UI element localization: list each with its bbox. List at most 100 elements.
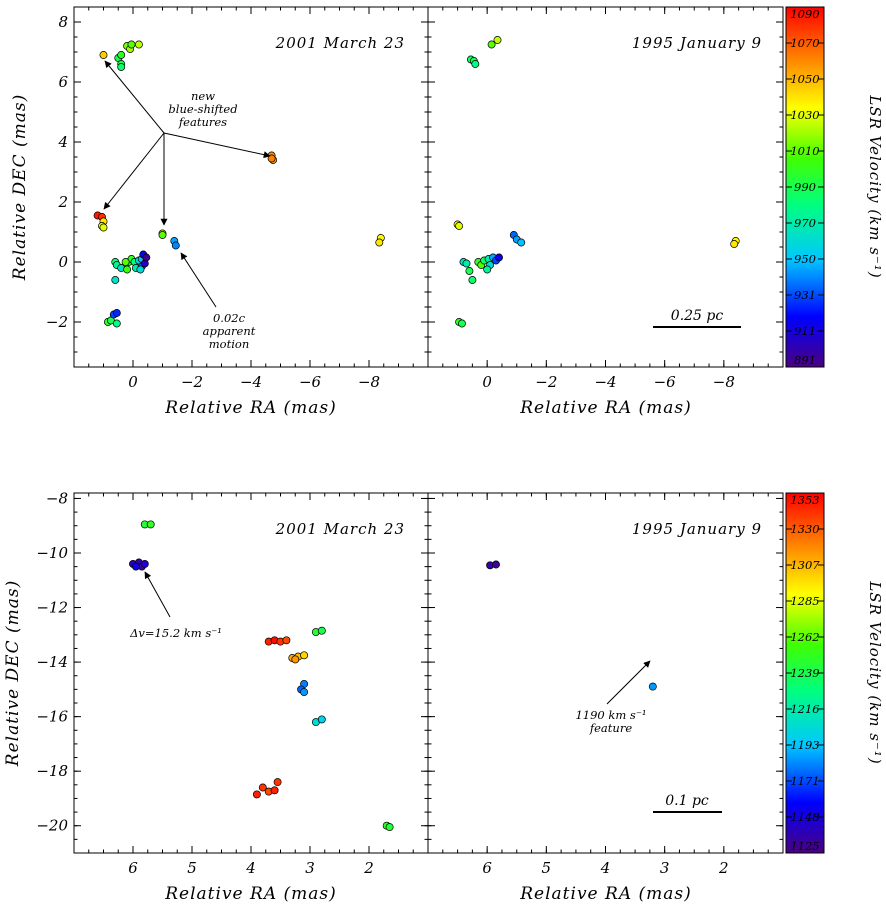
y-tick-label: −8: [46, 489, 68, 507]
colorbar-tick-label: 1239: [790, 666, 819, 680]
x-tick-label: −2: [535, 373, 557, 391]
data-point: [483, 265, 492, 274]
colorbar-tick-label: 1193: [790, 738, 819, 752]
y-tick-label: 8: [58, 13, 68, 31]
x-tick-label: −4: [594, 373, 616, 391]
annotation-line: motion: [209, 337, 249, 351]
data-point: [171, 241, 180, 250]
axis-ticks: 6 5 4 3 2 −20 −18 −16 −14 −12 −10 −8: [36, 489, 429, 877]
panel-bottom-right: 1995 January 9 6 5 4 3 2 Relative RA (mas) 1…: [427, 492, 784, 904]
annotation-line: Δv=15.2 km s⁻¹: [129, 626, 222, 640]
panel-top-left: 2001 March 23 0 −2 −4 −6 −8 −2 0 2 4 6 8 Relative …: [10, 6, 429, 418]
annotation-arrow: [180, 252, 217, 308]
annotation-arrow: [103, 132, 165, 210]
data-point: [127, 40, 136, 49]
annotation-arrow: [104, 60, 165, 134]
plot-frame: [427, 492, 784, 854]
colorbar-tick-label: 1171: [790, 774, 819, 788]
colorbar-tick-label: 1285: [790, 594, 819, 608]
annotation-line: features: [178, 115, 227, 129]
scatter-points: [486, 560, 657, 691]
scatter-points: [93, 40, 385, 328]
colorbar-tick-label: 1090: [790, 7, 819, 21]
panel-bottom-left: 2001 March 23 6 5 4 3 2−20−18−16−14−12−10−8 …: [3, 489, 429, 904]
scatter-points: [129, 520, 394, 832]
data-point: [142, 253, 151, 262]
data-point: [648, 682, 657, 691]
annotation-line: new: [191, 89, 215, 103]
data-point: [123, 265, 132, 274]
colorbar-tick-label: 970: [794, 216, 816, 230]
data-point: [375, 238, 384, 247]
data-point: [136, 265, 145, 274]
axis-ticks: 6 5 4 3 2: [427, 493, 784, 877]
plot-frame: [73, 492, 429, 854]
x-tick-label: 4: [600, 859, 611, 877]
data-point: [317, 715, 326, 724]
panel-date-label: 2001 March 23: [275, 34, 405, 52]
colorbar-tick-label: 911: [794, 324, 816, 338]
colorbar-title: LSR Velocity (km s⁻¹): [866, 94, 884, 278]
data-point: [158, 231, 167, 239]
data-point: [492, 560, 500, 569]
y-tick-label: −14: [36, 653, 68, 671]
panel-date-label: 2001 March 23: [275, 520, 405, 538]
scale-bar-label: 0.25 pc: [671, 308, 724, 324]
x-axis-title: Relative RA (mas): [519, 884, 692, 904]
annotation-line: 0.02c: [213, 311, 246, 325]
data-point: [455, 222, 464, 230]
annotation-line: blue-shifted: [168, 102, 237, 116]
x-tick-label: 2: [718, 859, 729, 877]
x-tick-label: 4: [245, 859, 256, 877]
data-point: [385, 823, 394, 832]
data-point: [112, 309, 121, 317]
axis-ticks: 0 −2 −4 −6 −8: [427, 6, 784, 391]
data-point: [270, 786, 279, 795]
data-point: [300, 651, 309, 660]
x-tick-label: 0: [128, 373, 138, 391]
y-tick-label: −16: [36, 708, 68, 726]
y-tick-label: −20: [36, 817, 68, 835]
data-point: [487, 40, 496, 49]
y-tick-label: −12: [36, 599, 68, 617]
colorbar-tick-label: 931: [794, 288, 816, 302]
data-point: [465, 267, 474, 275]
annotation-line: apparent: [203, 324, 256, 338]
data-point: [258, 783, 267, 792]
annotation-arrow: [144, 571, 171, 618]
data-point: [273, 778, 282, 787]
data-point: [131, 562, 140, 571]
x-tick-label: −4: [240, 373, 262, 391]
data-point: [252, 790, 261, 799]
colorbar-tick-label: 1050: [790, 72, 819, 86]
x-tick-label: 6: [482, 859, 492, 877]
data-point: [121, 258, 130, 266]
data-point: [117, 51, 126, 59]
data-point: [140, 559, 149, 568]
annotation-arrow: [606, 660, 651, 705]
colorbar-tick-label: 1125: [790, 839, 819, 853]
colorbar-tick-label: 1353: [790, 493, 819, 507]
data-point: [282, 636, 291, 645]
colorbar-tick-label: 990: [794, 180, 816, 194]
data-point: [493, 36, 502, 44]
data-point: [117, 63, 126, 71]
y-tick-label: −10: [36, 544, 68, 562]
annotation-line: 1190 km s⁻¹: [575, 708, 646, 722]
x-tick-label: −8: [713, 373, 735, 391]
colorbar-bottom: 1353 1330 1307 1285 1262 1239 1216 1193 1171 1148…: [785, 492, 884, 854]
y-tick-label: 0: [58, 253, 68, 271]
plot-frame: [73, 6, 429, 368]
data-point: [471, 60, 480, 68]
x-tick-label: 3: [660, 859, 670, 877]
colorbar: [785, 492, 825, 854]
colorbar-tick-label: 1216: [790, 702, 819, 716]
data-point: [462, 259, 471, 268]
panel-date-label: 1995 January 9: [632, 520, 762, 538]
y-tick-label: 6: [58, 73, 68, 91]
data-point: [111, 276, 120, 284]
scatter-points: [453, 36, 740, 328]
data-point: [300, 688, 309, 697]
panel-date-label: 1995 January 9: [632, 34, 762, 52]
